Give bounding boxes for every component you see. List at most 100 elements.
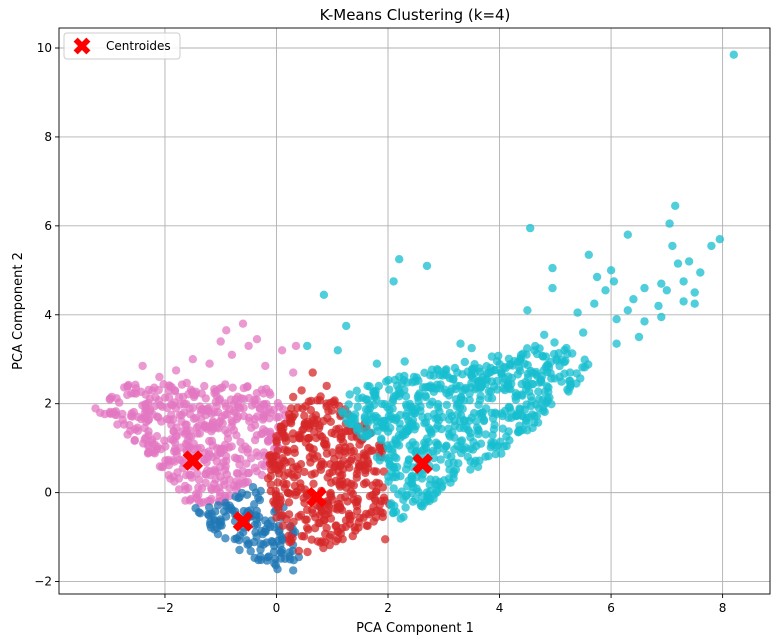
outlier-point (662, 286, 671, 295)
data-point (231, 492, 240, 501)
data-point (275, 402, 284, 411)
data-point (256, 552, 265, 561)
data-point (175, 393, 184, 402)
data-point (354, 518, 363, 527)
data-point (543, 394, 552, 404)
data-point (152, 432, 162, 441)
outlier-point (319, 290, 329, 299)
data-point (399, 495, 408, 504)
outlier-point (707, 241, 716, 251)
data-point (234, 536, 244, 545)
outlier-point (640, 283, 649, 293)
x-tick-label: 2 (384, 601, 392, 615)
data-point (284, 468, 293, 478)
data-point (388, 404, 397, 413)
data-point (351, 410, 360, 419)
data-point (144, 385, 153, 395)
data-point (223, 409, 232, 419)
data-point (207, 494, 216, 504)
data-point (401, 400, 411, 409)
data-point (184, 484, 193, 493)
data-point (474, 425, 483, 434)
data-point (458, 370, 467, 379)
outlier-point (333, 346, 342, 355)
data-point (383, 441, 392, 450)
data-point (436, 455, 445, 464)
data-point (386, 423, 395, 433)
outlier-point (171, 366, 181, 375)
data-point (557, 377, 566, 386)
data-point (439, 476, 449, 485)
outlier-point (289, 566, 298, 575)
data-point (487, 377, 497, 386)
y-tick-label: 0 (44, 486, 52, 500)
data-point (178, 427, 187, 436)
data-point (451, 465, 461, 474)
outlier-point (138, 361, 147, 371)
data-point (369, 400, 379, 410)
data-point (329, 397, 338, 407)
outlier-point (640, 317, 649, 326)
data-point (184, 390, 193, 399)
data-point (303, 505, 312, 515)
outlier-point (668, 241, 677, 251)
data-point (531, 341, 540, 351)
data-point (214, 418, 224, 428)
data-point (307, 420, 316, 430)
outlier-point (679, 297, 688, 306)
data-point (199, 455, 208, 464)
data-point (259, 413, 268, 423)
data-point (305, 443, 314, 452)
data-point (470, 360, 479, 369)
data-point (242, 459, 251, 468)
data-point (476, 439, 486, 448)
outlier-point (684, 257, 694, 266)
data-point (513, 370, 522, 379)
data-point (168, 401, 177, 410)
data-point (278, 535, 287, 545)
data-point (572, 379, 581, 388)
data-point (371, 390, 380, 399)
data-point (192, 493, 201, 503)
data-point (221, 402, 231, 411)
data-point (272, 413, 281, 422)
data-point (456, 448, 466, 458)
x-axis-label: PCA Component 1 (356, 621, 474, 636)
y-tick-label: −2 (34, 575, 52, 589)
data-point (523, 369, 532, 378)
outlier-point (252, 335, 262, 344)
data-point (314, 423, 324, 433)
data-point (324, 406, 333, 416)
data-point (213, 501, 223, 510)
data-point (246, 546, 255, 556)
data-point (482, 362, 491, 371)
data-point (272, 491, 281, 500)
x-tick-label: 8 (719, 601, 727, 615)
outlier-point (590, 299, 599, 308)
data-point (287, 537, 296, 546)
data-point (332, 425, 341, 434)
outlier-point (238, 319, 248, 328)
data-point (424, 437, 433, 447)
data-point (392, 462, 402, 472)
data-point (435, 407, 444, 416)
data-point (481, 430, 490, 439)
data-point (541, 352, 551, 361)
data-point (300, 467, 309, 477)
data-point (268, 537, 277, 547)
data-point (348, 489, 357, 498)
data-point (194, 483, 203, 492)
data-point (297, 531, 307, 541)
data-point (216, 449, 225, 458)
data-point (401, 392, 411, 401)
data-point (251, 488, 260, 497)
data-point (326, 514, 336, 523)
data-point (300, 498, 309, 508)
data-point (302, 523, 312, 532)
data-point (408, 497, 418, 506)
outlier-point (592, 272, 602, 282)
data-point (402, 409, 411, 418)
data-point (196, 443, 205, 453)
data-point (115, 398, 124, 407)
